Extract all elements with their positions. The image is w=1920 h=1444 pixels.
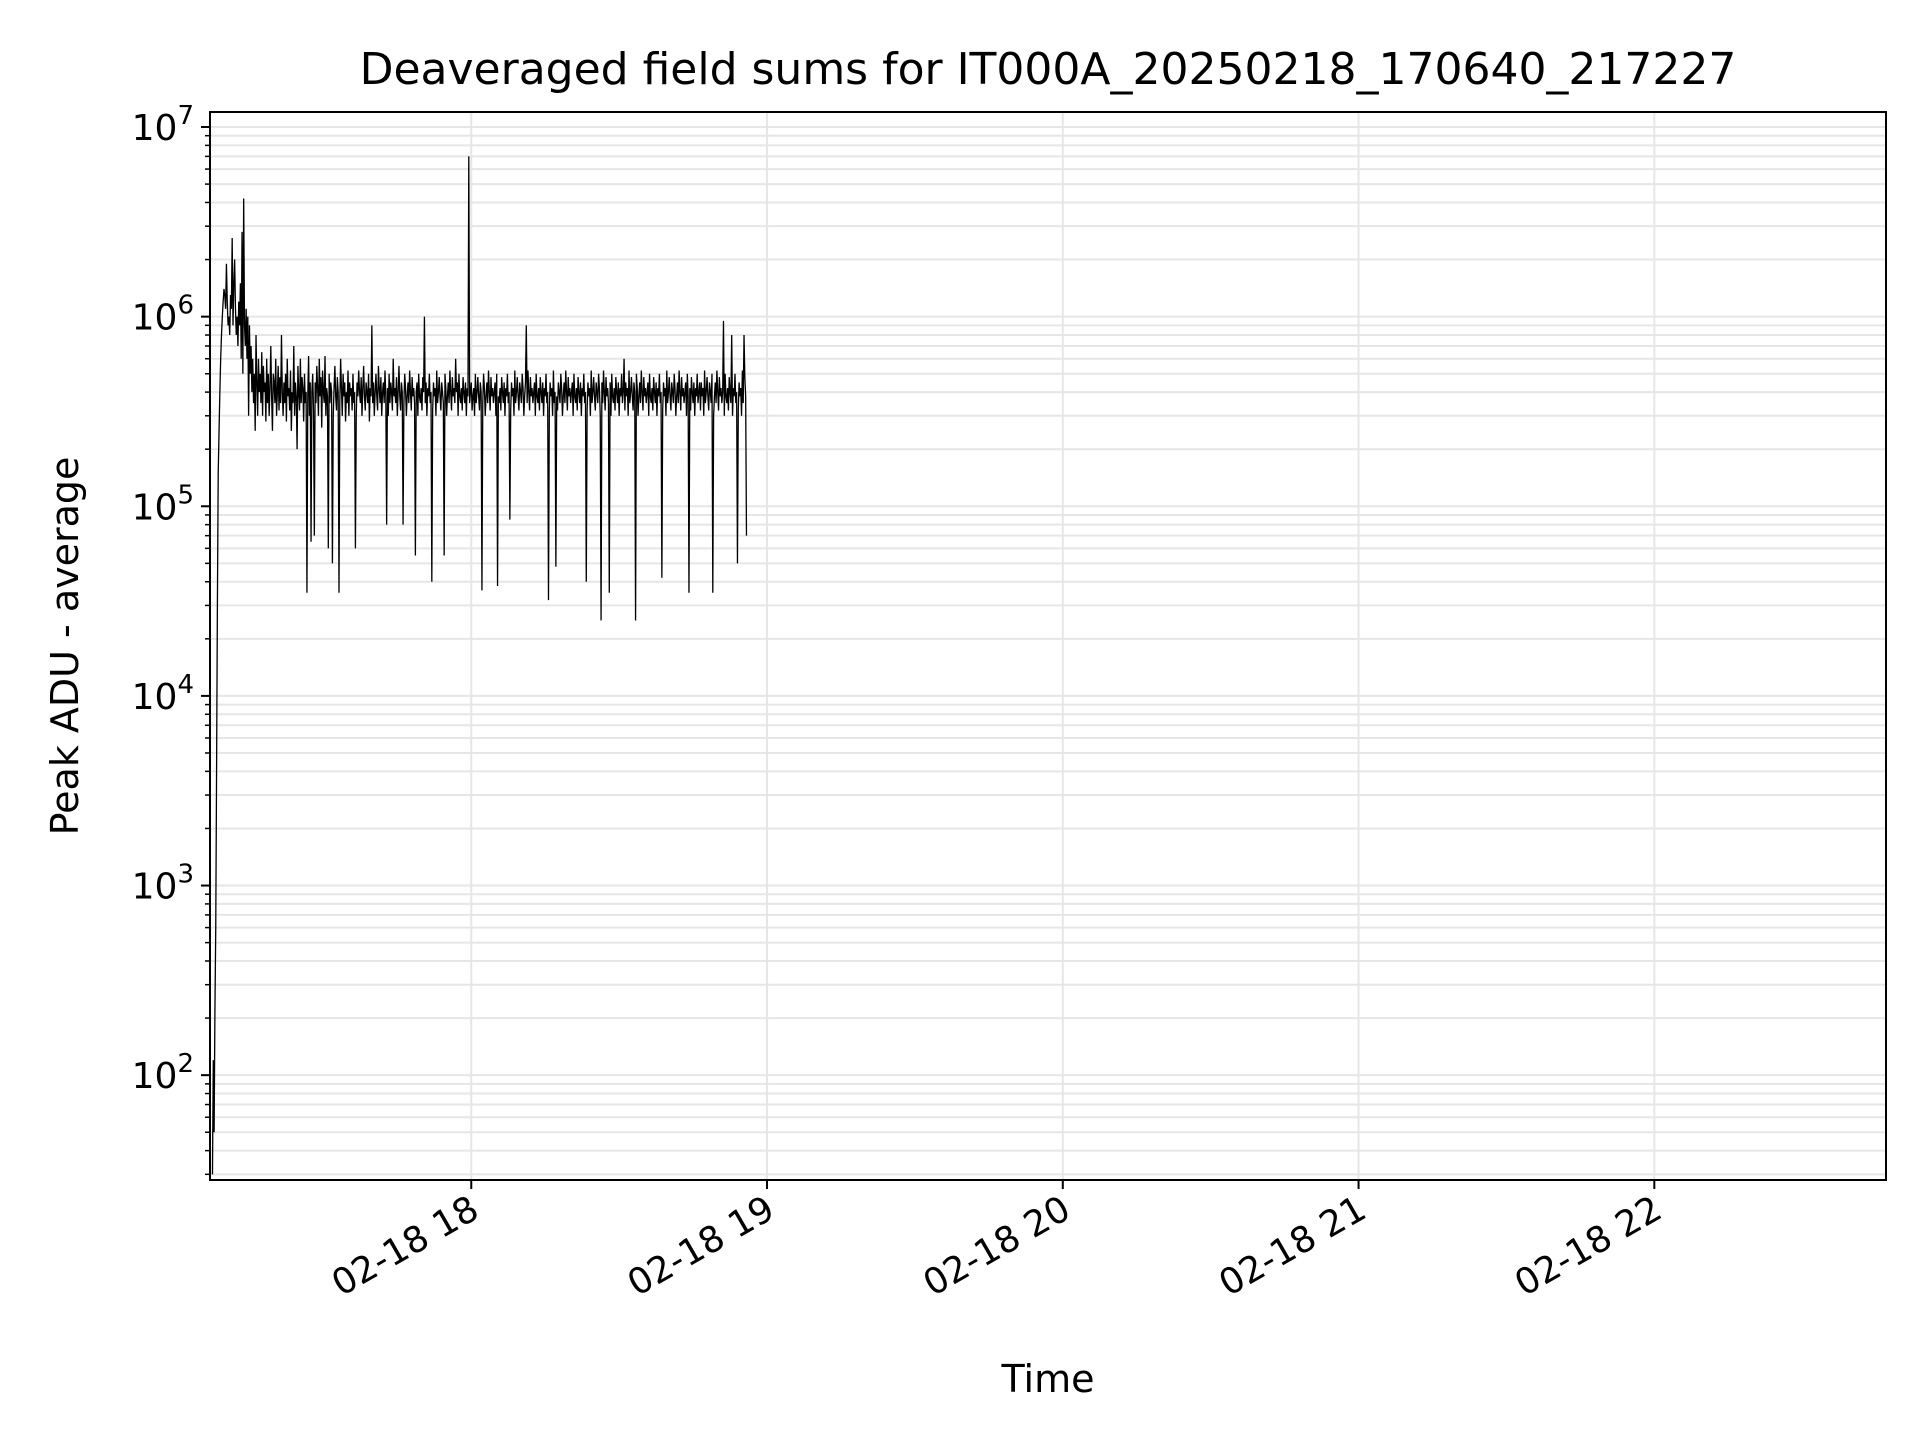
y-axis-label: Peak ADU - average xyxy=(43,457,87,836)
series-line xyxy=(211,156,748,1175)
y-tick-label: 104 xyxy=(132,670,194,718)
y-tick-label: 107 xyxy=(132,101,194,149)
major-grid xyxy=(210,112,1886,1180)
y-axis-ticks: 102 103 104 105 106 107 xyxy=(132,101,210,1176)
x-axis-label: Time xyxy=(1001,1357,1095,1401)
y-tick-label: 102 xyxy=(132,1049,194,1097)
y-tick-label: 106 xyxy=(132,291,194,339)
axes-frame xyxy=(209,111,1887,1181)
plot-area xyxy=(211,156,748,1175)
y-tick-label: 103 xyxy=(132,860,194,908)
chart-title: Deaveraged field sums for IT000A_2025021… xyxy=(360,44,1737,95)
y-tick-label: 105 xyxy=(132,480,194,528)
minor-grid xyxy=(210,134,1886,1176)
